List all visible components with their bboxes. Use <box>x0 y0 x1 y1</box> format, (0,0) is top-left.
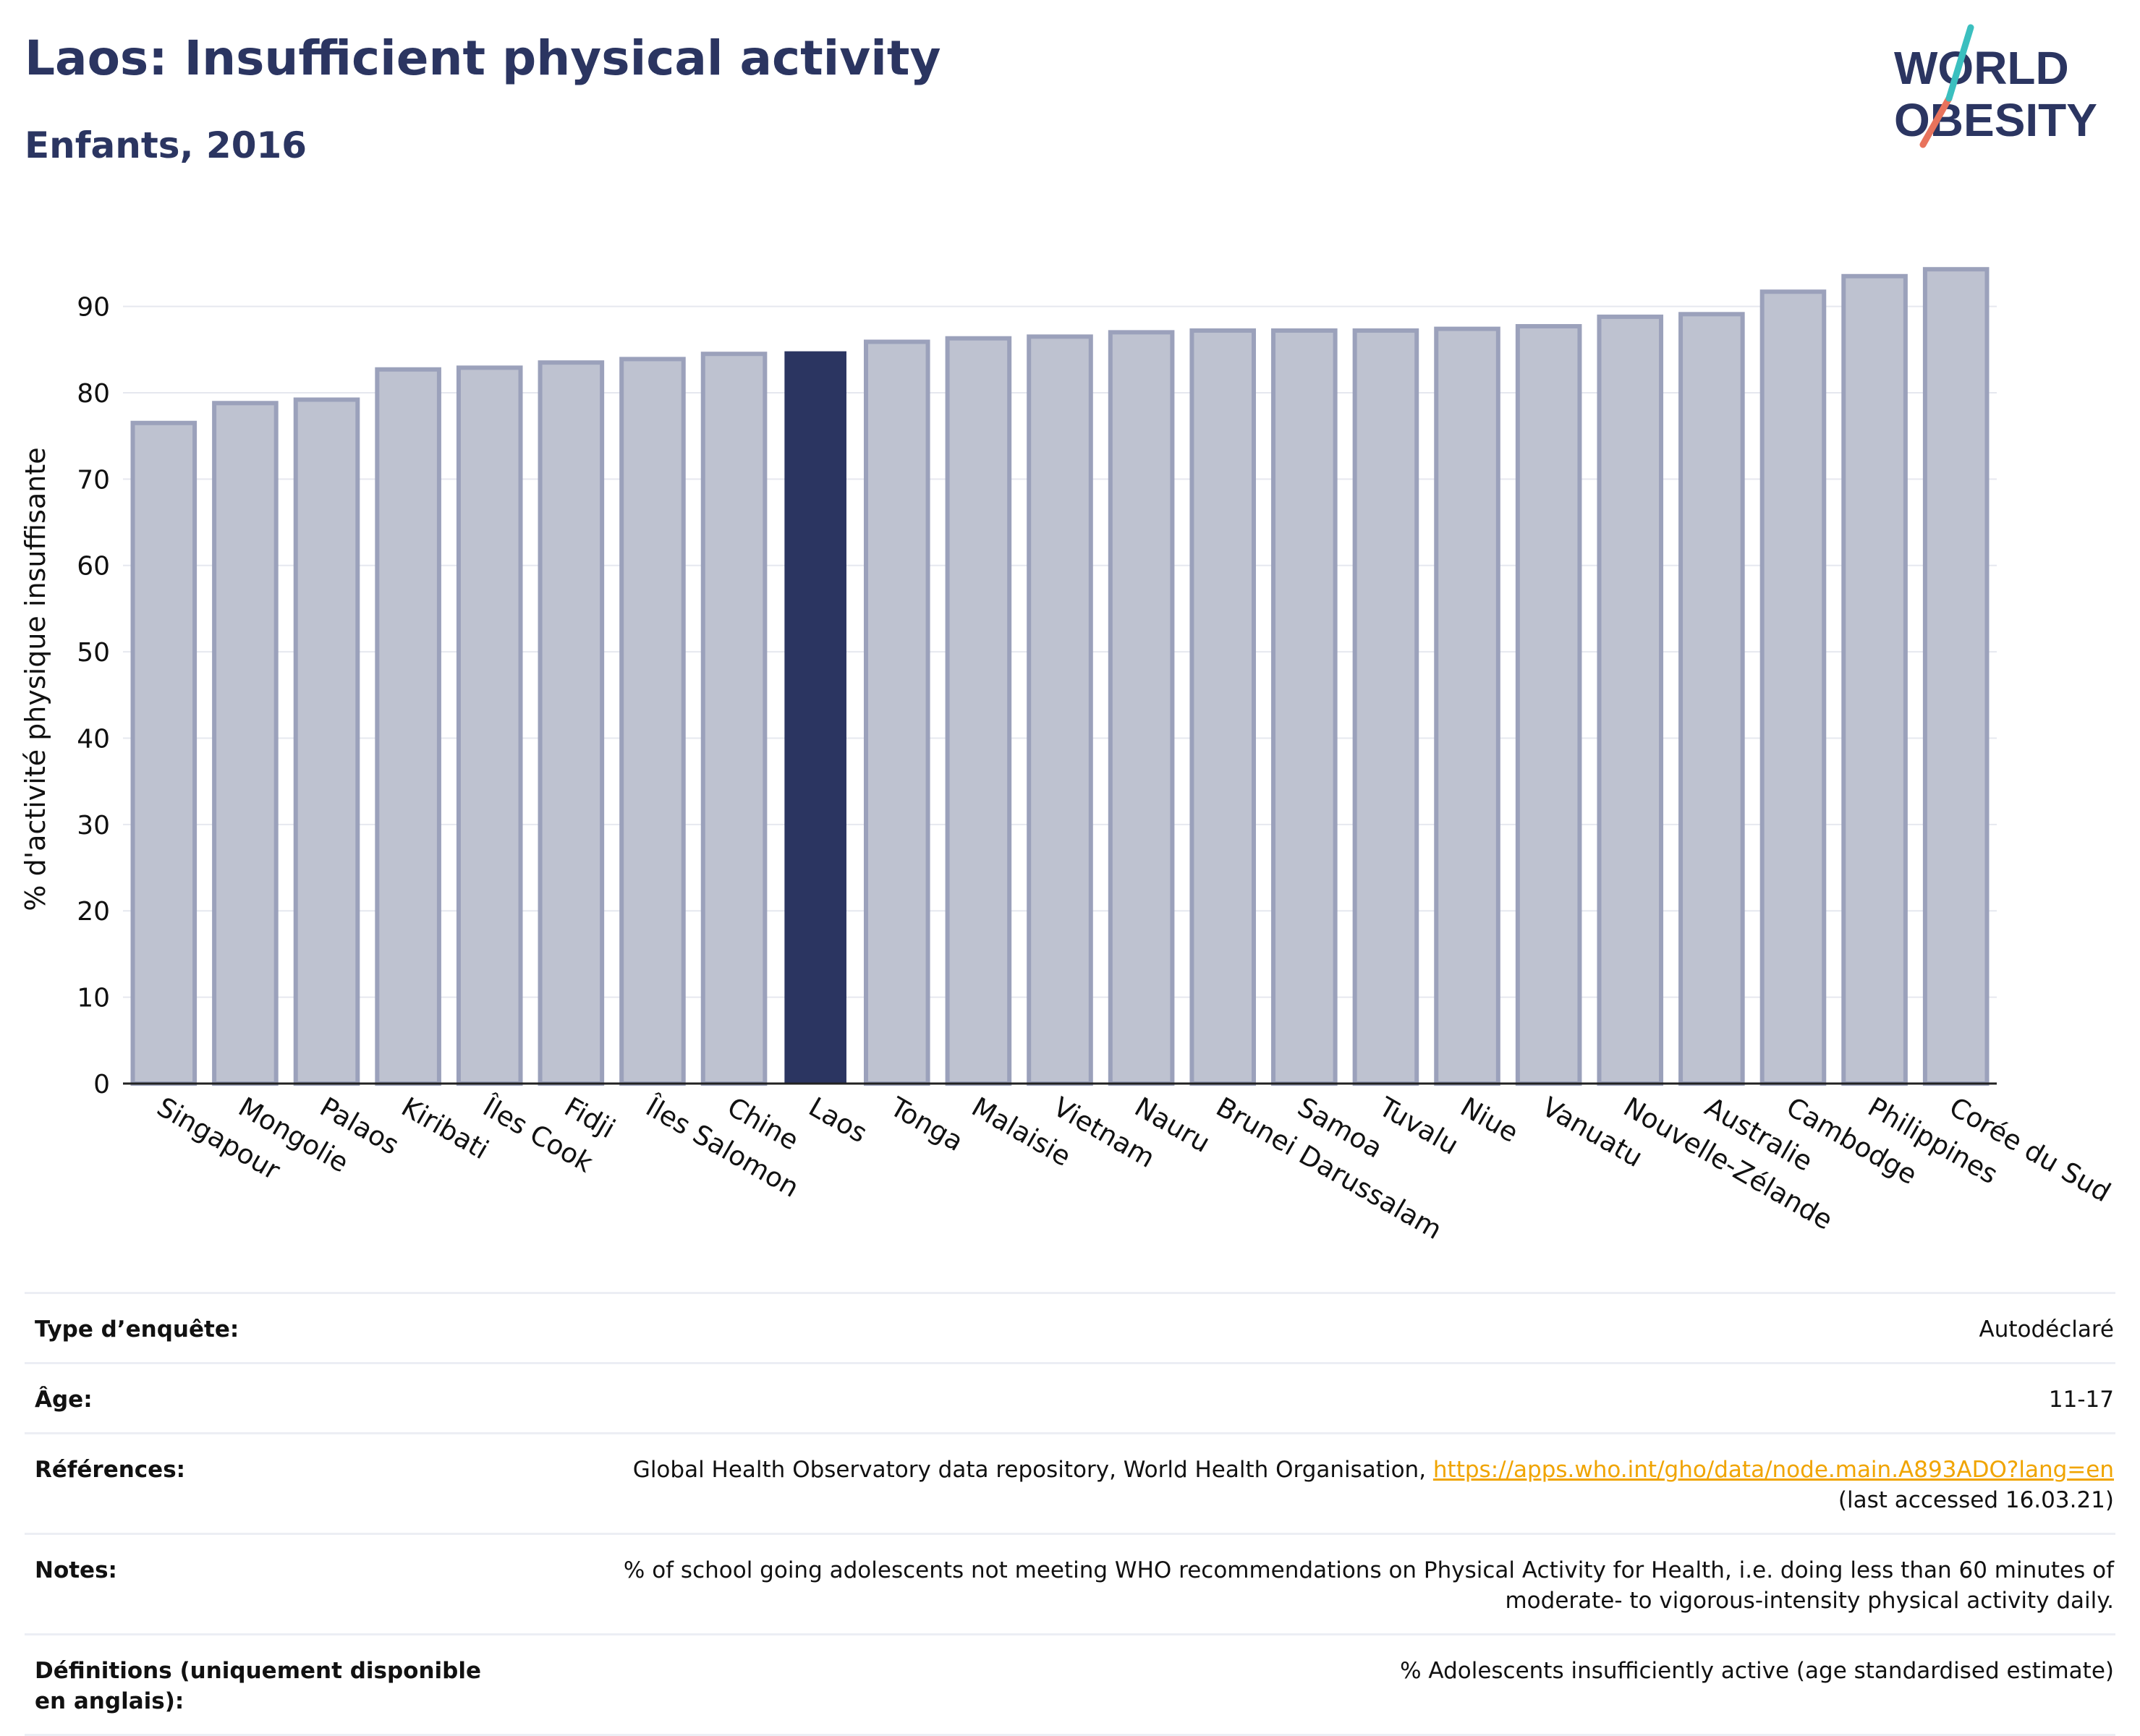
bar <box>538 360 605 1086</box>
bar <box>1108 330 1175 1086</box>
x-tick-label: Kiribati <box>396 1092 494 1166</box>
bars <box>130 267 1990 1086</box>
logo-slash-coral <box>1919 95 1953 148</box>
y-tick-label: 80 <box>77 379 110 409</box>
bar <box>1189 328 1257 1086</box>
references-value: Global Health Observatory data repositor… <box>633 1455 2115 1515</box>
bar <box>293 397 360 1086</box>
info-row-definitions: Définitions (uniquement disponible en an… <box>25 1635 2115 1736</box>
logo-line1: WORLD <box>1894 42 2069 94</box>
bar <box>700 352 768 1086</box>
bar <box>130 420 198 1086</box>
y-tick-label: 30 <box>77 811 110 841</box>
bar <box>212 401 279 1086</box>
survey-label: Type d’enquête: <box>35 1316 239 1343</box>
bar <box>1922 267 1990 1086</box>
age-label: Âge: <box>35 1387 93 1413</box>
notes-line1: % of school going adolescents not meetin… <box>623 1557 2114 1583</box>
bar <box>1271 328 1338 1086</box>
bar <box>1841 273 1908 1086</box>
bar <box>375 367 441 1086</box>
bar <box>619 357 686 1086</box>
chart-title: Laos: Insufficient physical activity <box>25 30 941 86</box>
references-label: Références: <box>35 1457 186 1483</box>
y-tick-label: 10 <box>77 984 110 1013</box>
y-tick-label: 60 <box>77 552 110 582</box>
logo-slash-teal <box>1945 24 1974 102</box>
bar <box>1352 328 1419 1086</box>
info-row-notes: Notes: % of school going adolescents not… <box>25 1535 2115 1635</box>
bar <box>1027 334 1093 1086</box>
notes-value: % of school going adolescents not meetin… <box>624 1555 2115 1616</box>
y-axis-label: % d'activité physique insuffisante <box>20 447 51 911</box>
bar <box>1515 324 1582 1086</box>
bar <box>456 365 523 1086</box>
y-tick-label: 50 <box>77 638 110 668</box>
chart-subtitle: Enfants, 2016 <box>25 124 307 166</box>
references-text: Global Health Observatory data repositor… <box>632 1457 1427 1483</box>
world-obesity-logo: WORLD OBESITY <box>1894 24 2097 148</box>
definitions-label: Définitions (uniquement disponible en an… <box>35 1658 482 1714</box>
x-tick-label: Niue <box>1456 1092 1524 1149</box>
bar <box>784 351 846 1084</box>
y-tick-label: 40 <box>77 724 110 754</box>
y-tick-label: 0 <box>93 1070 110 1099</box>
bar <box>863 339 930 1086</box>
references-link[interactable]: https://apps.who.int/gho/data/node.main.… <box>1432 1457 2114 1483</box>
x-tick-label: Tonga <box>884 1091 968 1157</box>
x-tick-label: Tuvalu <box>1373 1091 1464 1161</box>
references-suffix: (last accessed 16.03.21) <box>1838 1487 2114 1513</box>
bar-chart: 0 10 20 30 40 50 60 70 80 90 SingapourMongoliePal… <box>20 267 2116 1246</box>
survey-value: Autodéclaré <box>1979 1316 2114 1343</box>
age-value: 11-17 <box>2048 1387 2114 1413</box>
bar <box>1434 326 1500 1086</box>
info-row-survey: Type d’enquête: Autodéclaré <box>25 1294 2115 1364</box>
y-tick-label: 70 <box>77 465 110 495</box>
bar <box>1759 289 1827 1086</box>
x-tick-label: Laos <box>804 1092 872 1149</box>
definitions-value: % Adolescents insufficiently active (age… <box>1400 1658 2114 1684</box>
y-tick-label: 90 <box>77 293 110 323</box>
y-tick-label: 20 <box>77 897 110 927</box>
bar <box>1597 314 1664 1086</box>
bar <box>1678 312 1745 1086</box>
y-tick-labels: 0 10 20 30 40 50 60 70 80 90 <box>77 293 110 1099</box>
info-row-references: Références: Global Health Observatory da… <box>25 1434 2115 1535</box>
notes-label: Notes: <box>35 1557 117 1583</box>
info-table: Type d’enquête: Autodéclaré Âge: 11-17 R… <box>25 1292 2115 1736</box>
notes-line2: moderate- to vigorous-intensity physical… <box>1505 1588 2114 1614</box>
info-row-age: Âge: 11-17 <box>25 1364 2115 1434</box>
bar <box>945 336 1012 1086</box>
